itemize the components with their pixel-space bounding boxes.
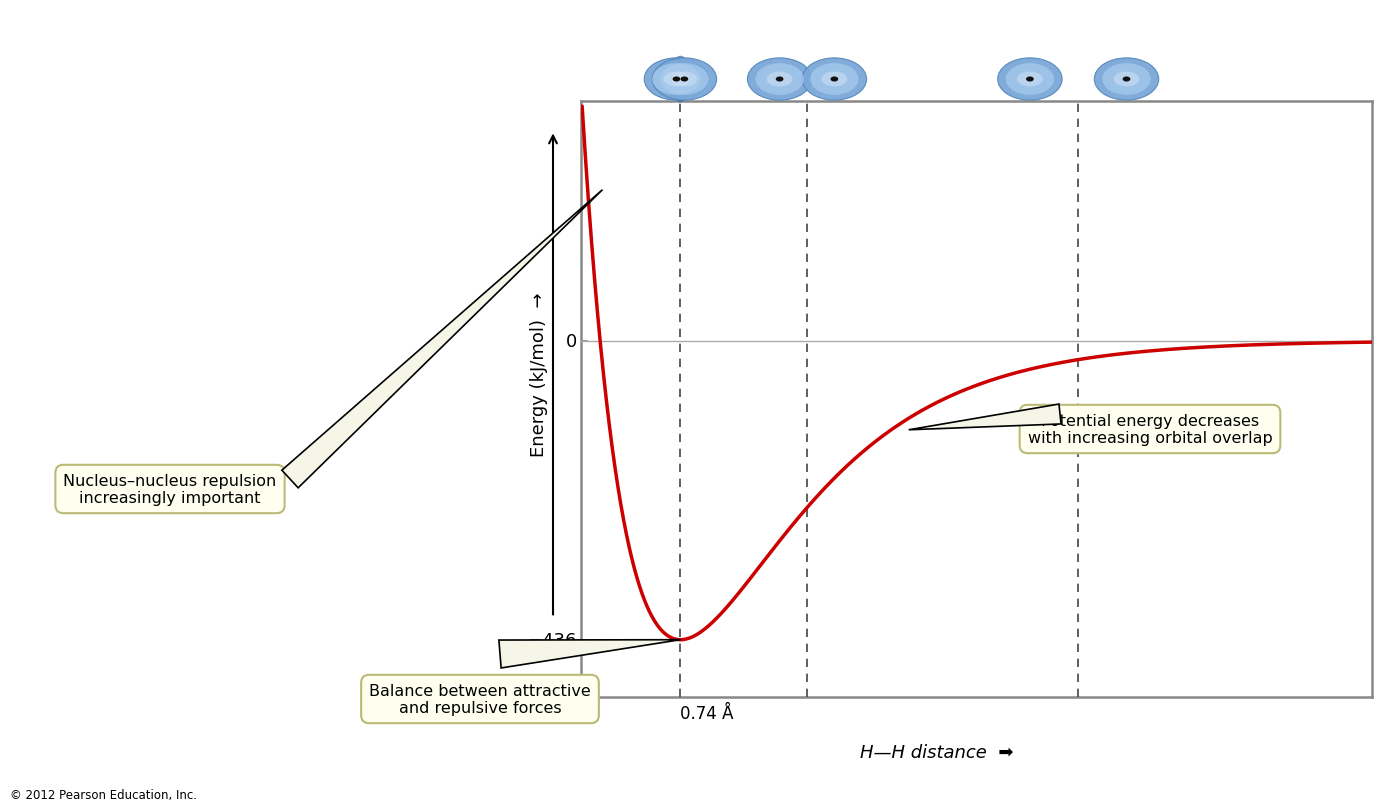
Ellipse shape: [830, 77, 839, 83]
Ellipse shape: [776, 77, 784, 83]
Ellipse shape: [1102, 64, 1151, 96]
Ellipse shape: [1123, 77, 1130, 83]
Ellipse shape: [1026, 77, 1033, 83]
Ellipse shape: [661, 64, 708, 96]
Ellipse shape: [756, 64, 804, 96]
Ellipse shape: [1113, 72, 1140, 88]
Ellipse shape: [748, 59, 812, 101]
Ellipse shape: [652, 64, 700, 96]
Polygon shape: [909, 405, 1061, 431]
Ellipse shape: [811, 64, 858, 96]
Text: H—H distance  ➡: H—H distance ➡: [860, 744, 1014, 762]
Ellipse shape: [680, 77, 689, 83]
Text: Nucleus–nucleus repulsion
increasingly important: Nucleus–nucleus repulsion increasingly i…: [63, 473, 277, 505]
Ellipse shape: [672, 77, 680, 83]
Text: © 2012 Pearson Education, Inc.: © 2012 Pearson Education, Inc.: [10, 788, 197, 801]
Ellipse shape: [664, 72, 689, 88]
Ellipse shape: [1095, 59, 1159, 101]
Ellipse shape: [802, 59, 867, 101]
Ellipse shape: [672, 72, 697, 88]
Ellipse shape: [669, 57, 692, 103]
Ellipse shape: [644, 59, 708, 101]
Text: 0.74 Å: 0.74 Å: [680, 704, 734, 723]
Ellipse shape: [767, 72, 792, 88]
Ellipse shape: [652, 59, 717, 101]
Ellipse shape: [998, 59, 1063, 101]
Text: −436: −436: [528, 631, 577, 649]
Text: Energy (kJ/mol)  →: Energy (kJ/mol) →: [531, 292, 547, 457]
Text: 0: 0: [566, 333, 577, 350]
Polygon shape: [498, 640, 680, 668]
Ellipse shape: [1016, 72, 1043, 88]
Polygon shape: [281, 191, 602, 488]
Ellipse shape: [822, 72, 847, 88]
Ellipse shape: [1005, 64, 1054, 96]
Text: Balance between attractive
and repulsive forces: Balance between attractive and repulsive…: [370, 683, 591, 715]
Text: Potential energy decreases
with increasing orbital overlap: Potential energy decreases with increasi…: [1028, 414, 1273, 446]
